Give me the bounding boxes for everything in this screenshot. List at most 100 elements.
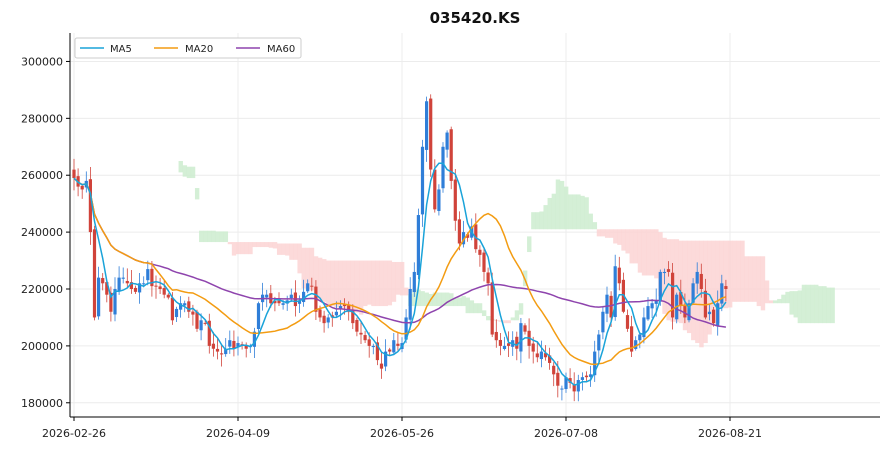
- cloud-bear-segment: [736, 240, 741, 302]
- cloud-bull-segment: [514, 310, 520, 321]
- cloud-bull-segment: [818, 286, 823, 324]
- cloud-bear-segment: [732, 240, 737, 302]
- candle-body: [322, 315, 326, 324]
- candle-body: [703, 290, 707, 318]
- cloud-bear-segment: [256, 242, 261, 248]
- cloud-bull-segment: [457, 297, 462, 307]
- candle-body: [720, 283, 724, 304]
- candle-body: [707, 311, 712, 315]
- candle-body: [654, 300, 658, 304]
- candle-body: [449, 129, 453, 181]
- candle-body: [125, 280, 129, 284]
- candle-body: [486, 272, 490, 284]
- cloud-bull-segment: [477, 303, 483, 314]
- candlesticks: [72, 94, 728, 402]
- cloud-bear-segment: [621, 229, 626, 251]
- candle-body: [355, 319, 359, 332]
- candle-body: [384, 351, 388, 367]
- cloud-bull-segment: [194, 188, 200, 200]
- candle-body: [671, 272, 675, 318]
- candle-body: [404, 317, 408, 340]
- cloud-bear-segment: [596, 229, 602, 237]
- candle-body: [359, 332, 363, 335]
- candle-body: [232, 340, 236, 349]
- cloud-bull-segment: [781, 294, 786, 304]
- chart-title: 035420.KS: [430, 9, 521, 27]
- candle-body: [630, 326, 634, 352]
- cloud-bear-segment: [379, 260, 384, 307]
- cloud-bear-segment: [666, 239, 671, 321]
- candle-body: [597, 334, 601, 351]
- candle-body: [203, 322, 207, 324]
- cloud-bull-segment: [559, 180, 565, 230]
- cloud-bull-segment: [830, 287, 835, 324]
- cloud-bull-segment: [785, 291, 790, 304]
- cloud-bear-segment: [297, 243, 302, 274]
- candle-body: [105, 282, 109, 295]
- cloud-bear-segment: [313, 256, 319, 299]
- candle-body: [146, 269, 150, 281]
- candle-body: [392, 340, 396, 353]
- candle-body: [724, 286, 728, 289]
- x-axis-ticks: 2026-02-26 2026-04-09 2026-05-26 2026-07-08…: [42, 417, 762, 440]
- candle-body: [556, 372, 560, 386]
- cloud-bear-segment: [715, 240, 721, 324]
- legend-ma5-label: MA5: [110, 44, 132, 55]
- candle-body: [666, 269, 671, 272]
- cloud-bear-segment: [363, 260, 368, 307]
- cloud-bear-segment: [391, 261, 397, 302]
- candle-body: [187, 301, 191, 312]
- cloud-bull-segment: [551, 193, 557, 230]
- candle-body: [117, 277, 121, 292]
- cloud-bear-segment: [235, 242, 241, 255]
- candle-body: [138, 283, 142, 293]
- axes: [69, 33, 880, 418]
- cloud-bull-segment: [805, 284, 811, 324]
- cloud-bull-segment: [178, 161, 183, 173]
- cloud-bear-segment: [231, 242, 237, 256]
- cloud-bull-segment: [584, 197, 589, 230]
- cloud-bull-segment: [436, 292, 442, 307]
- candle-body: [244, 345, 248, 349]
- legend-box: [74, 37, 302, 59]
- candle-body: [502, 345, 507, 349]
- cloud-bear-segment: [650, 229, 655, 276]
- x-tick-label: 2026-05-26: [370, 427, 434, 440]
- cloud-bear-segment: [334, 260, 339, 308]
- cloud-bear-segment: [641, 229, 647, 276]
- cloud-bull-segment: [527, 236, 532, 253]
- cloud-bear-segment: [613, 229, 618, 244]
- cloud-bull-segment: [486, 316, 491, 321]
- cloud-bear-segment: [387, 260, 393, 306]
- cloud-bull-segment: [219, 231, 224, 243]
- candle-body: [589, 374, 593, 377]
- y-tick-label: 280000: [21, 112, 63, 125]
- cloud-bull-segment: [473, 303, 479, 314]
- cloud-bull-segment: [432, 292, 438, 307]
- cloud-bull-segment: [797, 290, 803, 324]
- cloud-bear-segment: [338, 260, 343, 308]
- candle-body: [371, 345, 375, 348]
- y-tick-label: 300000: [21, 55, 63, 68]
- moving-averages: [73, 162, 727, 386]
- candle-body: [252, 331, 256, 347]
- cloud-bear-segment: [633, 229, 639, 264]
- cloud-bear-segment: [719, 240, 725, 309]
- candle-body: [351, 309, 355, 324]
- cloud-bear-segment: [305, 247, 311, 289]
- cloud-bear-segment: [252, 242, 257, 248]
- cloud-bear-segment: [740, 240, 745, 302]
- candle-body: [548, 355, 552, 363]
- cloud-bear-segment: [604, 229, 610, 238]
- legend-ma20-label: MA20: [185, 44, 213, 55]
- cloud-bear-segment: [609, 229, 614, 238]
- candle-body: [478, 249, 482, 255]
- cloud-bull-segment: [203, 230, 208, 243]
- candle-body: [433, 169, 437, 210]
- candle-body: [224, 348, 228, 355]
- cloud-bull-segment: [592, 222, 598, 230]
- cloud-bull-segment: [547, 197, 552, 230]
- cloud-bull-segment: [814, 284, 819, 324]
- y-tick-label: 200000: [21, 340, 63, 353]
